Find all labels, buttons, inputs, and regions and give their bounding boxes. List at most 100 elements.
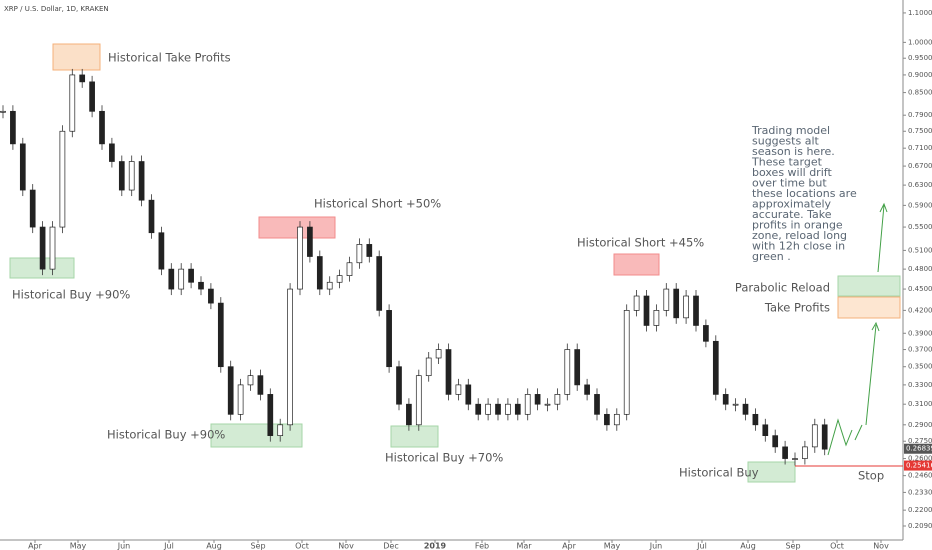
candle — [128, 161, 135, 191]
x-tick-label: Oct — [295, 542, 309, 550]
candle — [198, 281, 204, 290]
x-tick-label: Sep — [785, 542, 800, 550]
annotation: Historical Buy +70% — [385, 451, 503, 465]
candle — [703, 325, 709, 342]
candle — [722, 394, 729, 405]
candle — [376, 256, 383, 311]
candle — [415, 375, 422, 426]
candle — [584, 384, 590, 395]
candle — [208, 288, 214, 304]
candle — [277, 424, 284, 436]
candle — [257, 375, 264, 395]
candle — [247, 375, 254, 386]
candle — [683, 295, 689, 319]
x-tick-label: Jul — [163, 542, 174, 550]
note-line: over time but — [752, 177, 827, 190]
candle — [307, 226, 313, 257]
candle — [178, 268, 185, 290]
candle — [693, 295, 699, 326]
candle — [435, 349, 442, 359]
candle — [524, 394, 531, 415]
x-tick-label: Sep — [250, 542, 265, 550]
candle — [29, 189, 36, 228]
candle — [406, 403, 412, 426]
zone-box — [747, 461, 796, 483]
candle — [316, 256, 323, 290]
x-tick-label: Oct — [830, 542, 844, 550]
candle — [89, 81, 95, 112]
x-tick-label: Jun — [649, 542, 663, 550]
zone-box — [837, 275, 901, 297]
zone-box — [52, 43, 101, 71]
x-tick-label: Nov — [873, 542, 889, 550]
candle — [604, 413, 610, 426]
note-line: with 12h close in — [752, 240, 845, 253]
note-line: accurate. Take — [752, 208, 832, 221]
candle — [505, 403, 511, 415]
annotation: Historical Short +45% — [577, 236, 704, 250]
note-line: season is here. — [752, 145, 835, 158]
candle — [396, 366, 402, 405]
candle — [445, 349, 452, 395]
candle — [643, 295, 650, 326]
y-tick-label: 1.10000 — [908, 9, 932, 17]
candle — [712, 340, 719, 395]
candle — [663, 288, 670, 311]
x-tick-label: Aug — [740, 542, 756, 550]
x-tick-label: Nov — [338, 542, 354, 550]
zones — [9, 43, 903, 483]
candle — [802, 446, 808, 459]
candle — [792, 458, 798, 460]
annotation: Historical Take Profits — [108, 51, 231, 65]
candle — [554, 394, 561, 405]
x-tick-label: Mar — [516, 542, 532, 550]
candle — [158, 232, 165, 270]
candle — [366, 244, 373, 257]
annotation: Parabolic Reload — [735, 281, 830, 295]
note-line: approximately — [752, 198, 832, 211]
annotation: Historical Buy +90% — [107, 428, 225, 442]
x-tick-label: Apr — [28, 542, 43, 550]
candle — [574, 349, 581, 386]
x-tick-label: Jul — [696, 542, 707, 550]
candle — [485, 403, 491, 415]
annotation: Stop — [858, 469, 884, 483]
price-tag-label: 0.25416 — [906, 462, 932, 470]
candle — [99, 110, 105, 145]
candle — [79, 74, 86, 83]
candle — [49, 226, 56, 270]
candle — [287, 288, 293, 426]
chart-title: XRP / U.S. Dollar, 1D, KRAKEN — [4, 5, 109, 13]
candle — [346, 262, 353, 276]
candle — [336, 275, 343, 283]
price-tag — [904, 443, 932, 454]
zone-box — [837, 296, 901, 319]
candle — [544, 403, 551, 406]
arrows — [827, 202, 888, 456]
candle — [425, 357, 432, 377]
zone-box — [258, 216, 336, 239]
candle — [762, 424, 769, 436]
candle — [673, 288, 680, 319]
zone-box — [390, 425, 439, 448]
